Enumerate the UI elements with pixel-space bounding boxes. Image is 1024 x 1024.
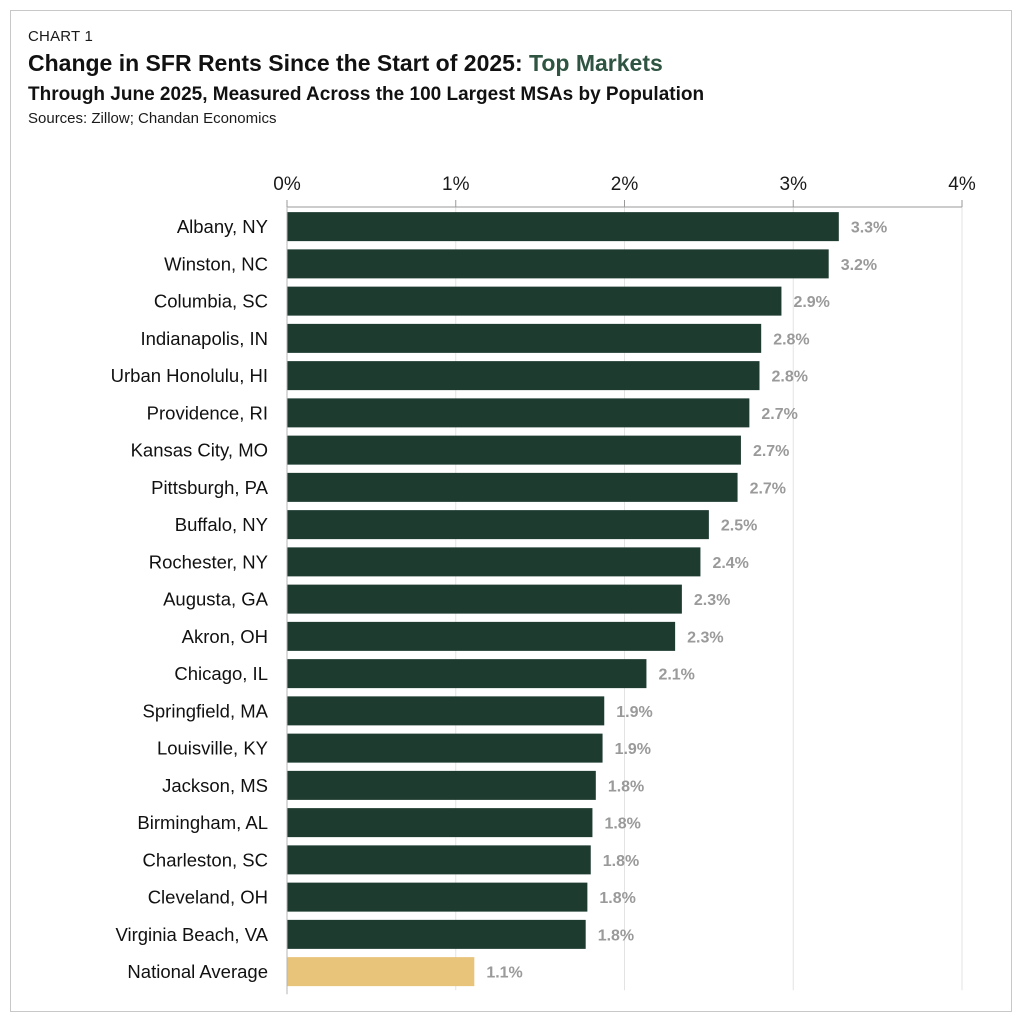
bar [287,510,709,540]
bar [287,733,603,763]
data-label: 1.9% [615,741,651,758]
bar [287,323,762,353]
bar [287,659,647,689]
data-label: 2.3% [694,592,730,609]
bar [287,770,596,800]
data-label: 2.7% [750,480,786,497]
data-label: 1.8% [608,778,644,795]
bar [287,584,682,614]
bar [287,286,782,316]
category-label: Columbia, SC [154,291,268,312]
bar [287,435,741,465]
bar [287,212,839,242]
category-label: Winston, NC [164,253,268,274]
data-label: 1.1% [486,965,522,982]
chart-title-main: Change in SFR Rents Since the Start of 2… [28,50,529,76]
data-label: 2.8% [772,369,808,386]
category-label: Cleveland, OH [148,887,268,908]
bar [287,547,701,577]
category-label: Indianapolis, IN [140,328,268,349]
data-label: 1.8% [604,816,640,833]
data-label: 2.8% [773,331,809,348]
bar [287,621,676,651]
bar [287,882,588,912]
chart-kicker: CHART 1 [28,28,94,45]
bar [287,361,760,391]
chart-sources: Sources: Zillow; Chandan Economics [28,110,277,127]
category-label: Charleston, SC [143,849,268,870]
data-label: 2.5% [721,518,757,535]
category-label: Augusta, GA [163,589,269,610]
category-label: Albany, NY [177,216,268,237]
data-label: 2.1% [658,667,694,684]
chart-title: Change in SFR Rents Since the Start of 2… [28,50,663,77]
x-tick-label: 2% [611,174,639,195]
data-label: 2.7% [761,406,797,423]
data-label: 3.3% [851,220,887,237]
category-label: Rochester, NY [149,551,268,572]
category-label: Springfield, MA [143,700,269,721]
category-label: Jackson, MS [162,775,268,796]
category-label: Providence, RI [147,402,268,423]
x-tick-label: 3% [780,174,808,195]
data-label: 2.7% [753,443,789,460]
category-label: Buffalo, NY [175,514,268,535]
bar [287,472,738,502]
bar [287,957,475,987]
x-tick-label: 4% [948,174,976,195]
bar [287,919,586,949]
bar [287,398,750,428]
category-label: Virginia Beach, VA [115,924,268,945]
category-label: Birmingham, AL [137,812,268,833]
data-label: 2.9% [793,294,829,311]
x-tick-label: 1% [442,174,470,195]
bar [287,696,605,726]
category-label: National Average [127,961,268,982]
data-label: 1.9% [616,704,652,721]
data-label: 1.8% [598,927,634,944]
chart-subtitle: Through June 2025, Measured Across the 1… [28,84,705,105]
category-label: Chicago, IL [174,663,268,684]
data-label: 2.4% [712,555,748,572]
bar [287,249,829,279]
bar [287,808,593,838]
data-label: 1.8% [599,890,635,907]
data-label: 1.8% [603,853,639,870]
category-label: Louisville, KY [157,738,268,759]
category-label: Urban Honolulu, HI [111,365,268,386]
category-label: Akron, OH [182,626,268,647]
data-label: 3.2% [841,257,877,274]
category-label: Pittsburgh, PA [151,477,269,498]
data-label: 2.3% [687,629,723,646]
chart-title-accent: Top Markets [529,50,663,76]
x-tick-label: 0% [273,174,301,195]
bar [287,845,591,875]
category-label: Kansas City, MO [131,440,268,461]
